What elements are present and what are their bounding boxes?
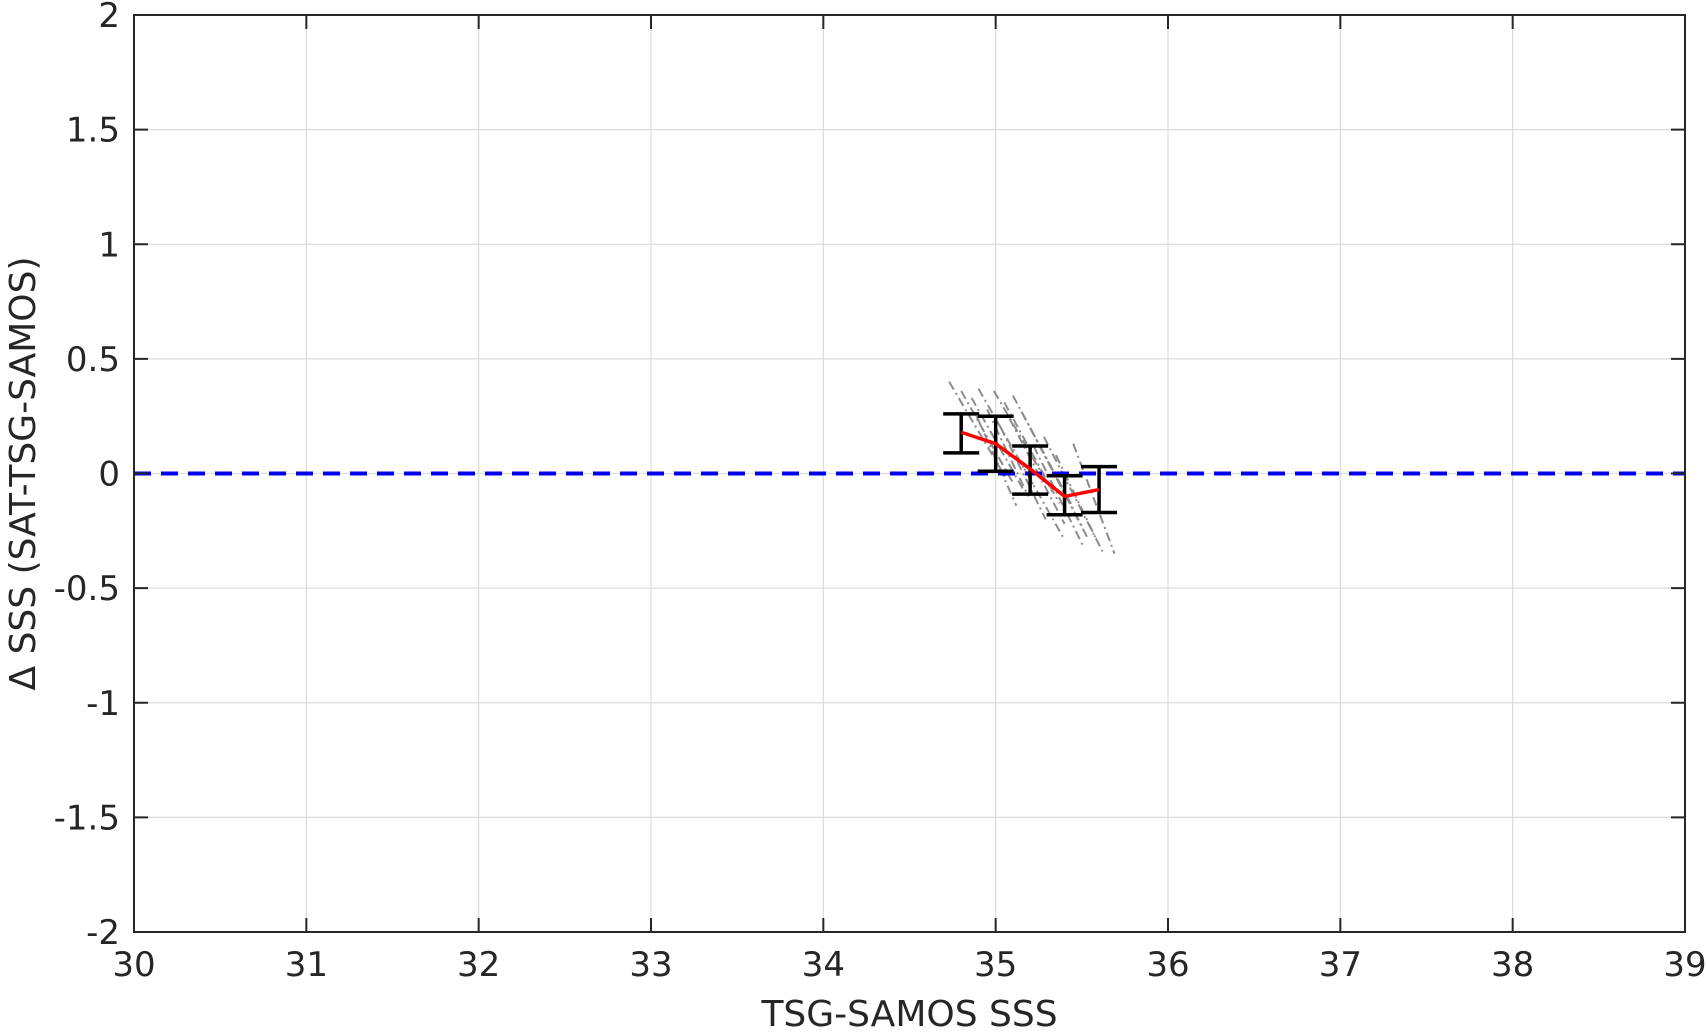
scatter-segment [1008,418,1066,525]
tick-labels-layer: 30 31 32 33 34 35 36 37 38 39 -2 -1.5 -1 -0.5 0 0.5 1 1.5… [54,0,1706,985]
x-tick-label: 36 [1146,945,1189,985]
y-axis-label: Δ SSS (SAT-TSG-SAMOS) [3,256,44,690]
y-tick-label: -2 [86,913,120,953]
scatter-segment [975,415,1018,507]
y-tick-label: -1 [86,684,120,724]
x-tick-label: 32 [457,945,500,985]
x-tick-label: 38 [1491,945,1534,985]
scatter-segment [1072,443,1116,555]
x-tick-label: 30 [112,945,155,985]
x-tick-label: 33 [629,945,672,985]
y-tick-label: 2 [98,0,120,36]
scatter-segment [1017,456,1066,541]
scatter-segment [999,427,1047,520]
y-tick-label: -0.5 [54,569,120,609]
x-tick-label: 31 [285,945,328,985]
x-axis-label: TSG-SAMOS SSS [760,994,1057,1031]
y-tick-label: 0.5 [66,340,120,380]
y-tick-label: 0 [98,455,120,495]
series-line [960,430,1100,499]
scatter-segment [986,408,1030,497]
series-layer [960,430,1100,499]
axes-layer [133,14,1686,933]
y-tick-label: 1.5 [66,111,120,151]
x-tick-label: 37 [1319,945,1362,985]
scatter-segment [993,390,1054,493]
y-tick-label: 1 [98,225,120,265]
scatter-segment [960,390,1014,484]
scatter-segment [1055,454,1097,539]
y-tick-label: -1.5 [54,798,120,838]
x-tick-label: 35 [974,945,1017,985]
x-tick-label: 34 [802,945,845,985]
x-tick-label: 39 [1663,945,1706,985]
